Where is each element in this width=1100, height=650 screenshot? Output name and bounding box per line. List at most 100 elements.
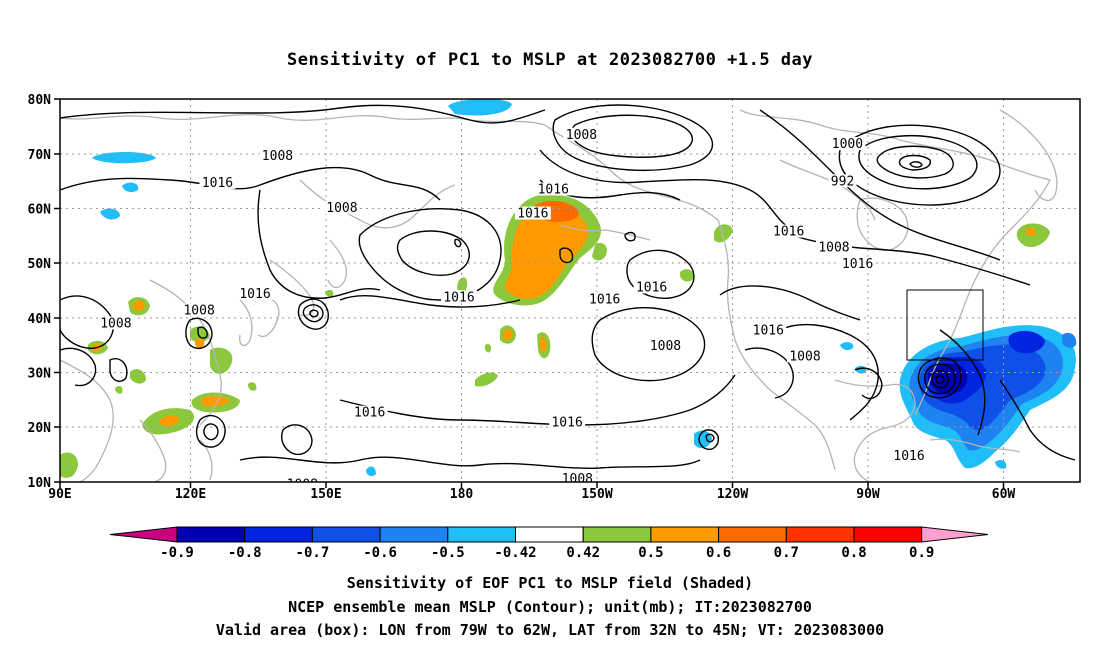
colorbar-tick-label: -0.9 — [160, 545, 194, 561]
contour-label: 1016 — [239, 287, 270, 302]
contour-label: 1008 — [287, 477, 318, 492]
colorbar-box — [785, 526, 855, 543]
lon-label: 150W — [581, 487, 612, 502]
colorbar-tick-label: 0.6 — [706, 545, 731, 561]
contour-label-background — [441, 290, 478, 304]
colorbar-box — [244, 526, 313, 543]
contour-label-background — [97, 316, 134, 330]
lat-label: 10N — [28, 476, 52, 491]
contour-label-background — [829, 137, 866, 151]
contour-label: 1016 — [893, 449, 924, 464]
lon-label: 180 — [450, 487, 474, 502]
contour-label-background — [815, 240, 852, 254]
contour-label: 1008 — [650, 339, 681, 354]
lat-label: 40N — [28, 312, 52, 327]
contour-label: 1016 — [551, 416, 582, 431]
graticule — [60, 99, 1080, 482]
caption-contour: NCEP ensemble mean MSLP (Contour); unit(… — [288, 598, 812, 616]
contour-label: 1000 — [832, 137, 863, 152]
contour-label: 1008 — [818, 240, 849, 255]
contour-label: 1008 — [183, 303, 214, 318]
contour-label-background — [284, 477, 321, 482]
caption-valid-area: Valid area (box): LON from 79W to 62W, L… — [215, 621, 885, 639]
contour-label: 1016 — [202, 176, 233, 191]
colorbar-tick-label: -0.7 — [296, 545, 330, 561]
colorbar-tick-label: 0.5 — [638, 545, 663, 561]
colorbar-box — [718, 526, 787, 543]
contour-label: 1016 — [636, 280, 667, 295]
contour-label-background — [586, 292, 623, 306]
contour-label-background — [549, 415, 586, 429]
lat-label: 80N — [28, 93, 52, 108]
lat-label: 70N — [28, 148, 52, 163]
contour-label-background — [323, 201, 360, 215]
contour-label-background — [633, 280, 670, 294]
contour-label: 1016 — [354, 406, 385, 421]
colorbar-high-extension — [921, 526, 989, 543]
contour-label: 1008 — [789, 349, 820, 364]
contour-label-background — [351, 405, 388, 419]
contour-label: 1016 — [538, 182, 569, 197]
contour-label-background — [891, 448, 928, 462]
latitude-labels: 80N 70N 60N 50N 40N 30N 20N 10N — [28, 93, 52, 491]
colorbar-box — [650, 526, 720, 543]
contour-labels: 1008 1016 1008 1008 1016 1016 1000 992 1016 1008 1… — [97, 127, 928, 492]
colorbar-box — [379, 526, 449, 543]
map-frame — [59, 98, 1081, 483]
valid-area-box — [906, 289, 984, 361]
colorbar: -0.9 -0.8 -0.7 -0.6 -0.5 -0.42 0.42 0.5 0.6 0.7 0.… — [109, 526, 989, 561]
contour-label-background — [199, 175, 236, 189]
colorbar-box — [447, 526, 516, 543]
lat-label: 50N — [28, 257, 52, 272]
positive-sensitivity-shading — [60, 194, 1050, 478]
contour-label-background — [750, 323, 787, 337]
contour-label-background — [559, 471, 596, 482]
contour-label: 1016 — [753, 324, 784, 339]
lat-label: 30N — [28, 367, 52, 382]
colorbar-low-extension — [109, 526, 178, 543]
lon-label: 90E — [48, 487, 71, 502]
lon-label: 60W — [992, 487, 1016, 502]
contour-label-background — [563, 127, 600, 141]
negative-sensitivity-shading — [92, 99, 1077, 477]
colorbar-tick-label: 0.8 — [841, 545, 866, 561]
colorbar-tick-label: -0.8 — [228, 545, 262, 561]
colorbar-box — [176, 526, 246, 543]
contour-label-background — [181, 303, 218, 317]
longitude-labels: 90E 120E 150E 180 150W 120W 90W 60W — [48, 487, 1015, 502]
contour-label: 1016 — [773, 225, 804, 240]
contour-label-background — [259, 149, 296, 163]
contour-label-background — [535, 182, 572, 196]
lon-label: 120E — [175, 487, 206, 502]
contour-label: 1008 — [100, 317, 131, 332]
colorbar-tick-label: -0.6 — [363, 545, 397, 561]
contour-label: 1008 — [262, 149, 293, 164]
lon-label: 150E — [310, 487, 341, 502]
colorbar-tick-label: 0.9 — [909, 545, 934, 561]
colorbar-box — [515, 526, 584, 543]
contour-label: 1008 — [566, 128, 597, 143]
axis-ticks — [54, 98, 1005, 488]
lon-label: 90W — [856, 487, 880, 502]
contour-label: 1016 — [517, 207, 548, 222]
caption-shading: Sensitivity of EOF PC1 to MSLP field (Sh… — [346, 574, 754, 592]
colorbar-box — [582, 526, 652, 543]
chart-title: Sensitivity of PC1 to MSLP at 2023082700… — [286, 50, 813, 70]
contour-label-background — [828, 174, 857, 188]
contour-label: 992 — [831, 174, 854, 189]
contour-label: 1008 — [326, 201, 357, 216]
contour-label-background — [514, 206, 551, 220]
colorbar-tick-label: 0.7 — [774, 545, 799, 561]
colorbar-box — [853, 526, 923, 543]
colorbar-tick-label: -0.5 — [431, 545, 465, 561]
contour-label-background — [770, 224, 807, 238]
lon-label: 120W — [717, 487, 748, 502]
lat-label: 60N — [28, 203, 52, 218]
contour-label: 1016 — [443, 290, 474, 305]
contour-label-background — [839, 256, 876, 270]
contour-label: 1008 — [562, 472, 593, 487]
colorbar-tick-label: 0.42 — [566, 545, 600, 561]
colorbar-box — [311, 526, 381, 543]
colorbar-tick-label: -0.42 — [494, 545, 536, 561]
